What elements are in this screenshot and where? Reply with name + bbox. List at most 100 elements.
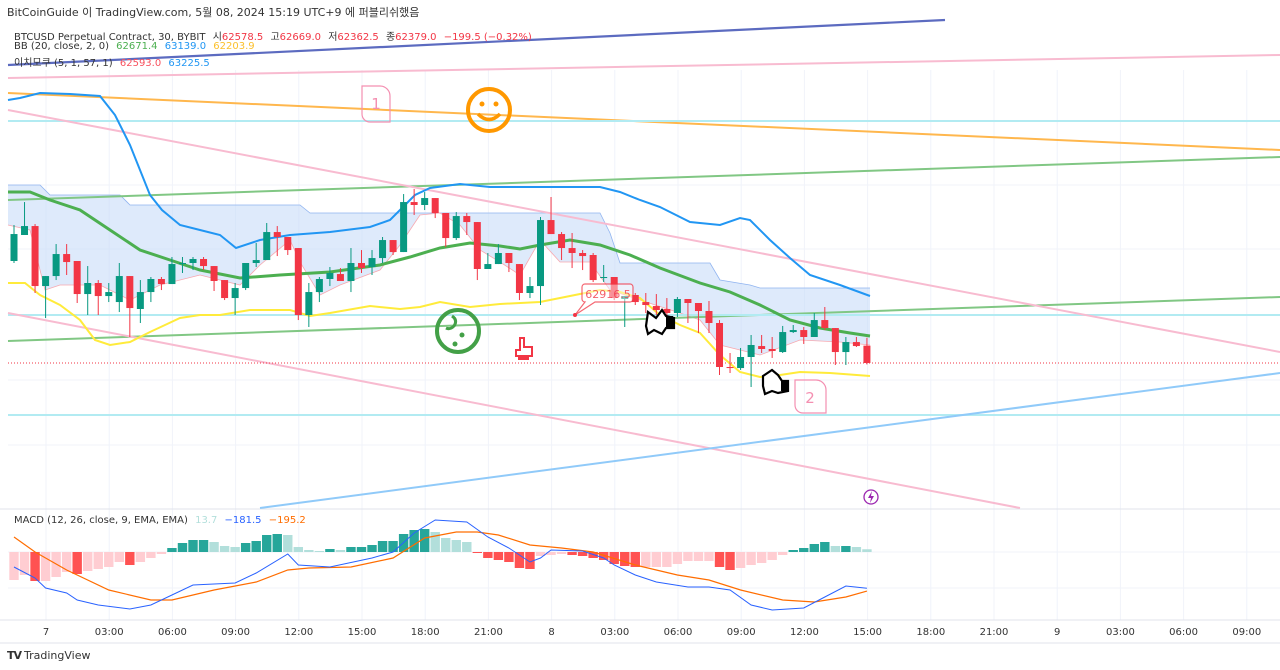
candle xyxy=(758,335,766,353)
symbol-legend[interactable]: BTCUSD Perpetual Contract, 30, BYBIT 시62… xyxy=(14,28,536,43)
candle-body xyxy=(810,320,818,337)
macd-histogram-bar xyxy=(620,552,630,566)
candle-body xyxy=(684,299,692,303)
candle xyxy=(347,248,355,293)
candle-body xyxy=(389,240,397,253)
candle-body xyxy=(663,309,671,313)
candle xyxy=(105,283,113,303)
macd-histogram-bar xyxy=(219,546,230,552)
candle xyxy=(747,335,755,387)
candle xyxy=(421,192,429,211)
candle xyxy=(789,325,797,333)
candle xyxy=(63,244,71,275)
macd-histogram-bar xyxy=(735,552,746,568)
time-axis-label: 06:00 xyxy=(1169,627,1198,638)
candle-body xyxy=(189,259,197,263)
bb-basis-line xyxy=(8,190,871,338)
candle-body xyxy=(642,302,650,305)
price-label-text: 62916.5 xyxy=(585,288,631,301)
candle-body xyxy=(168,264,176,285)
candle xyxy=(737,347,745,370)
candle-body xyxy=(105,292,113,297)
macd-histogram-bar xyxy=(9,552,19,580)
macd-histogram-bar xyxy=(493,552,504,560)
candle-body xyxy=(463,216,471,223)
symbol-title: BTCUSD Perpetual Contract, 30, BYBIT xyxy=(14,32,206,43)
candle xyxy=(663,298,671,315)
candle-body xyxy=(621,296,629,299)
candle-body xyxy=(210,266,218,281)
candle-body xyxy=(431,198,439,213)
macd-histogram-bar xyxy=(788,550,798,552)
price-label-callout[interactable]: 62916.5 xyxy=(573,283,634,317)
candle xyxy=(305,283,313,327)
publish-attribution: BitCoinGuide 이 TradingView.com, 5월 08, 2… xyxy=(7,6,420,19)
candle-body xyxy=(284,237,292,251)
candle-body xyxy=(400,202,408,253)
smiley-icon[interactable] xyxy=(466,87,512,133)
candle xyxy=(431,198,439,219)
macd-legend[interactable]: MACD (12, 26, close, 9, EMA, EMA) 13.7 −… xyxy=(14,515,310,526)
candle-body xyxy=(505,253,513,263)
macd-histogram-bar xyxy=(525,552,535,569)
macd-histogram-bar xyxy=(356,547,367,552)
black-hand-icon[interactable] xyxy=(644,308,676,336)
macd-histogram-bar xyxy=(514,552,525,568)
candle-body xyxy=(568,248,576,253)
tradingview-logo[interactable]: TV TradingView xyxy=(7,649,91,662)
macd-histogram-bar xyxy=(114,552,124,562)
candle-body xyxy=(73,261,81,295)
candle-body xyxy=(831,328,839,353)
candle-body xyxy=(716,323,724,367)
candle xyxy=(400,194,408,253)
candle xyxy=(115,263,123,313)
bb-legend[interactable]: BB (20, close, 2, 0) 62671.4 63139.0 622… xyxy=(14,41,259,52)
candle-body xyxy=(537,220,544,287)
candle-body xyxy=(379,240,387,259)
candle xyxy=(210,266,218,291)
confused-face-icon[interactable] xyxy=(435,308,481,354)
candle-body xyxy=(273,232,281,237)
bb-label: BB (20, close, 2, 0) xyxy=(14,41,109,52)
candle xyxy=(642,293,650,313)
candle-body xyxy=(136,292,144,309)
candle xyxy=(694,303,702,333)
ichimoku-legend[interactable]: 이치모쿠 (5, 1, 57, 1) 62593.0 63225.5 xyxy=(14,54,214,69)
pointing-hand-icon[interactable] xyxy=(515,337,533,360)
macd-histogram-bar xyxy=(104,552,114,567)
macd-histogram-bar xyxy=(367,545,377,552)
black-hand-icon[interactable] xyxy=(761,368,790,396)
candle xyxy=(52,244,60,281)
trendline-green-lower xyxy=(7,296,1280,342)
macd-histogram-bar xyxy=(851,547,862,552)
time-axis-label: 06:00 xyxy=(664,627,693,638)
time-axis-label: 7 xyxy=(43,627,49,638)
lightning-icon[interactable] xyxy=(863,489,879,505)
callout-1-label: 1 xyxy=(371,95,381,113)
candle-body xyxy=(526,286,534,293)
macd-histogram-bar xyxy=(641,552,651,567)
tradingview-logo-mark: TV xyxy=(7,649,22,662)
macd-histogram-bar xyxy=(314,551,325,552)
macd-histogram-bar xyxy=(714,552,725,567)
candle-body xyxy=(652,306,660,311)
candle-body xyxy=(673,299,681,313)
macd-histogram-bar xyxy=(451,540,461,552)
candle-body xyxy=(558,234,566,249)
candle xyxy=(200,257,208,271)
callout-1[interactable]: 1 xyxy=(361,85,391,123)
callout-2[interactable]: 2 xyxy=(794,379,827,414)
candle-body xyxy=(758,346,766,349)
candle-body xyxy=(863,345,871,363)
time-axis-label: 18:00 xyxy=(411,627,440,638)
candle-body xyxy=(705,311,713,323)
macd-histogram-bar xyxy=(262,535,272,552)
candle xyxy=(42,276,50,319)
macd-histogram-bar xyxy=(409,530,419,552)
candle-body xyxy=(579,253,587,257)
macd-histogram-bar xyxy=(746,552,756,565)
macd-histogram-bar xyxy=(230,547,240,552)
trendline-pink-top xyxy=(7,54,1280,79)
candle-body xyxy=(242,263,250,289)
